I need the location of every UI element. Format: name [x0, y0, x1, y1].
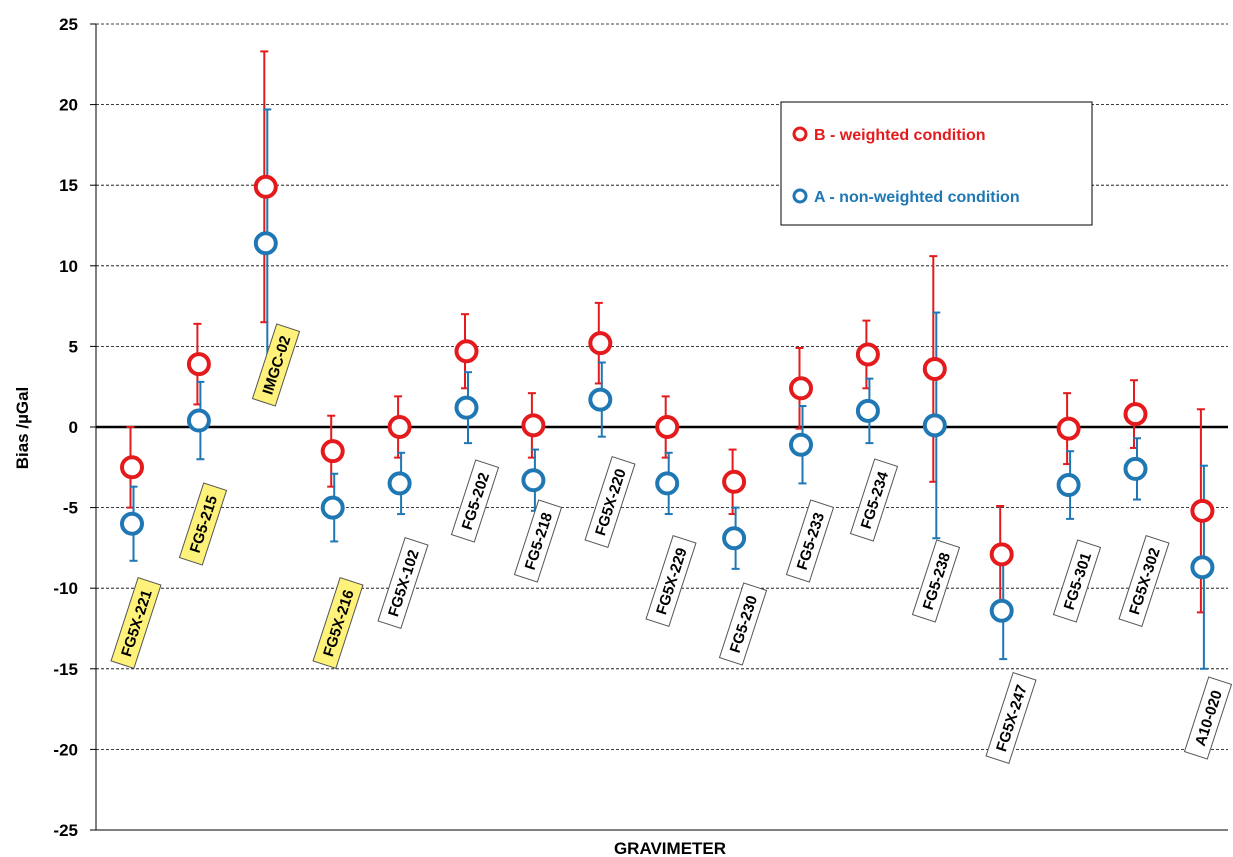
legend-marker-a	[792, 188, 808, 204]
data-point	[253, 231, 278, 256]
data-point	[454, 339, 479, 364]
data-point	[1123, 456, 1148, 481]
gravimeter-label-fg5-218: FG5-218	[513, 499, 563, 583]
data-point	[855, 342, 880, 367]
data-point	[855, 398, 880, 423]
gravimeter-label-fg5x-302: FG5X-302	[1118, 535, 1170, 627]
label-box	[1052, 539, 1102, 623]
data-point	[120, 511, 144, 536]
data-point	[989, 598, 1014, 623]
gravimeter-label-a10-020: A10-020	[1183, 676, 1233, 760]
label-box	[718, 582, 768, 666]
y-tick-label: 25	[59, 15, 78, 34]
label-box	[849, 458, 899, 542]
label-box	[450, 459, 500, 543]
data-point	[588, 331, 613, 356]
x-axis-label: GRAVIMETER	[614, 839, 726, 857]
data-point	[1123, 402, 1148, 427]
gravimeter-label-fg5x-220: FG5X-220	[584, 456, 636, 548]
data-point	[1056, 416, 1081, 441]
y-tick-label: -25	[53, 821, 78, 840]
data-points	[120, 174, 1215, 623]
y-tick-label: 15	[59, 176, 78, 195]
legend: B - weighted condition A - non-weighted …	[780, 101, 1093, 226]
data-point	[186, 408, 211, 433]
y-tick-label: -15	[53, 660, 78, 679]
y-tick-label: 20	[59, 96, 78, 115]
data-point	[722, 469, 747, 494]
data-point	[922, 413, 947, 438]
data-point	[387, 415, 412, 439]
data-point	[186, 352, 211, 377]
gravimeter-label-fg5-202: FG5-202	[450, 459, 500, 543]
data-point	[789, 432, 813, 457]
data-point	[1190, 498, 1215, 523]
gravimeter-label-fg5x-216: FG5X-216	[312, 577, 364, 669]
gravimeter-label-imgc-02: IMGC-02	[251, 323, 301, 407]
data-point	[655, 471, 680, 496]
label-box	[312, 577, 364, 669]
y-tick-label: -10	[53, 579, 78, 598]
data-point	[789, 376, 813, 401]
data-point	[655, 415, 680, 439]
label-box	[513, 499, 563, 583]
data-point	[320, 439, 345, 464]
data-point	[120, 455, 144, 480]
data-point	[320, 495, 345, 520]
label-box	[1118, 535, 1170, 627]
data-point	[989, 542, 1014, 567]
y-tick-label: -20	[53, 740, 78, 759]
legend-label-b: B - weighted condition	[814, 127, 986, 144]
label-box	[645, 535, 697, 627]
legend-box	[780, 101, 1093, 226]
y-tick-label: -5	[63, 499, 78, 518]
label-box	[985, 672, 1037, 764]
gravimeter-label-fg5-215: FG5-215	[178, 482, 228, 566]
y-tick-label: 5	[69, 337, 78, 356]
gravimeter-label-fg5-233: FG5-233	[785, 499, 835, 583]
data-point	[521, 468, 546, 493]
data-point	[521, 413, 546, 438]
gravimeter-label-fg5-234: FG5-234	[849, 458, 899, 542]
label-box	[178, 482, 228, 566]
gravimeter-label-fg5x-102: FG5X-102	[377, 537, 429, 629]
label-box	[1183, 676, 1233, 760]
gravimeter-label-fg5x-229: FG5X-229	[645, 535, 697, 627]
legend-label-a: A - non-weighted condition	[814, 189, 1020, 206]
data-point	[1190, 555, 1215, 580]
gravimeter-label-fg5-230: FG5-230	[718, 582, 768, 666]
y-tick-label: 0	[69, 418, 78, 437]
data-point	[722, 526, 747, 551]
label-box	[785, 499, 835, 583]
label-box	[110, 577, 162, 669]
data-point	[454, 395, 479, 420]
label-box	[251, 323, 301, 407]
data-point	[1056, 473, 1081, 498]
label-box	[911, 539, 961, 623]
data-point	[253, 174, 278, 199]
gravimeter-label-fg5x-221: FG5X-221	[110, 577, 162, 669]
data-point	[588, 387, 613, 412]
data-point	[387, 471, 412, 496]
gravimeter-label-fg5-301: FG5-301	[1052, 539, 1102, 623]
label-box	[377, 537, 429, 629]
data-point	[922, 356, 947, 381]
axes: -25 -20 -15 -10 -5 0 5 10 15 20 25	[53, 15, 1228, 840]
label-box	[584, 456, 636, 548]
gravimeter-label-fg5-238: FG5-238	[911, 539, 961, 623]
y-axis-label: Bias /µGal	[13, 387, 32, 470]
legend-marker-b	[792, 126, 808, 142]
y-tick-label: 10	[59, 257, 78, 276]
